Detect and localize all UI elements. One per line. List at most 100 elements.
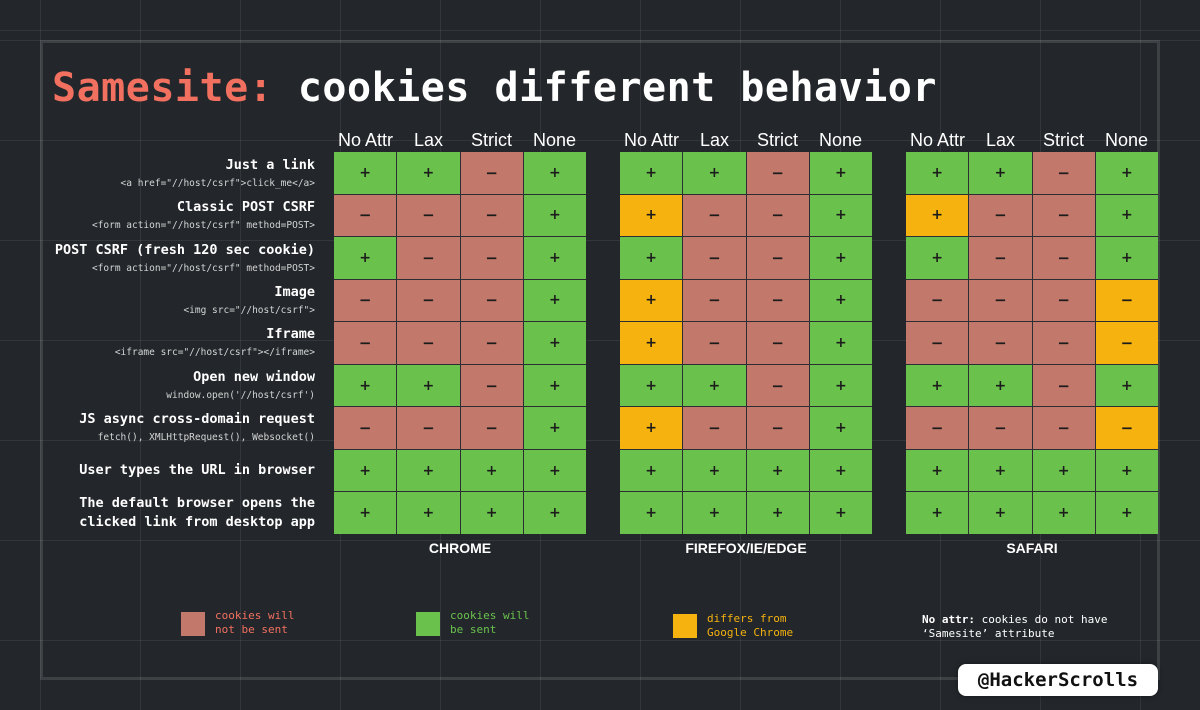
row-label: Just a link <a href="//host/csrf">click_m… [40,156,315,191]
table-cell: + [809,492,872,534]
table-cell: − [1032,407,1095,449]
table-cell: − [460,194,523,237]
row-code: <a href="//host/csrf">click_me</a> [120,177,315,189]
table-cell: + [683,152,746,194]
column-header-lax: Lax [699,130,730,150]
table-cell: − [683,194,746,237]
column-header-strict: Strict [1042,130,1084,150]
table-cell: − [397,194,460,237]
table-cell: + [746,492,809,534]
legend-note: No attr: cookies do not have ‘Samesite’ … [922,613,1122,641]
column-header-lax: Lax [413,130,444,150]
row-code: <img src="//host/csrf"> [183,305,315,317]
table-cell: − [683,237,746,279]
browser-table: + + − + + − − + + − − + − − − − − − − − + + − + − − − − + + + + + + + + [906,152,1158,534]
table-cell: + [523,322,586,364]
table-cell: + [683,449,746,492]
row-title: The default browser opens the clicked li… [79,494,315,530]
table-cell: − [969,407,1032,449]
table-cell: + [620,279,683,322]
browser-table: + + − + + − − + + − − + + − − + + − − + + + − + + − − + + + + + + + + + [620,152,872,534]
table-cell: + [809,407,872,449]
column-header-strict: Strict [470,130,512,150]
table-cell: − [1032,322,1095,364]
column-header-no-attr: No Attr [909,130,966,150]
title-accent: Samesite: [52,65,274,111]
table-cell: + [334,364,397,407]
row-code: <form action="//host/csrf" method=POST> [91,220,315,232]
table-cell: + [523,279,586,322]
table-cell: + [620,152,683,194]
table-cell: + [683,492,746,534]
table-cell: − [683,322,746,364]
table-cell: − [683,407,746,449]
table-cell: − [746,194,809,237]
table-cell: + [523,237,586,279]
table-cell: + [1095,364,1158,407]
table-cell: − [334,194,397,237]
table-cell: + [334,237,397,279]
table-cell: + [334,152,397,194]
row-title: JS async cross-domain request [79,411,315,428]
table-cell: − [1032,364,1095,407]
column-header-no-attr: No Attr [623,130,680,150]
table-cell: − [460,152,523,194]
column-header-none: None [818,130,863,150]
browser-name: FIREFOX/IE/EDGE [685,540,807,556]
row-label: Iframe <iframe src="//host/csrf"></iframe… [40,325,315,360]
table-cell: + [397,492,460,534]
table-cell: + [1032,449,1095,492]
table-cell: − [460,279,523,322]
table-cell: − [334,322,397,364]
table-cell: + [1032,492,1095,534]
table-cell: + [969,449,1032,492]
table-cell: + [460,492,523,534]
table-cell: + [969,152,1032,194]
table-cell: + [683,364,746,407]
table-cell: + [1095,152,1158,194]
table-cell: + [523,449,586,492]
table-cell: + [620,322,683,364]
table-cell: + [397,364,460,407]
table-cell: + [523,407,586,449]
table-cell: + [523,492,586,534]
legend-sent-text: cookies will be sent [450,609,530,636]
table-cell: − [969,194,1032,237]
row-title: Classic POST CSRF [176,199,315,216]
table-cell: + [1095,237,1158,279]
table-cell: + [620,237,683,279]
browser-name: CHROME [428,540,492,556]
table-cell: + [523,194,586,237]
row-label: Image <img src="//host/csrf"> [40,283,315,318]
row-code: <form action="//host/csrf" method=POST> [91,262,315,274]
legend-note-text: cookies do not have ‘Samesite’ attribute [922,613,1108,640]
table-cell: + [746,449,809,492]
table-cell: − [460,237,523,279]
table-cell: − [969,322,1032,364]
table-cell: + [969,364,1032,407]
table-cell: + [460,449,523,492]
column-header-no-attr: No Attr [337,130,394,150]
row-code: fetch(), XMLHttpRequest(), Websocket() [97,432,315,444]
table-cell: + [809,279,872,322]
row-label: JS async cross-domain request fetch(), XM… [40,410,315,445]
table-cell: + [620,364,683,407]
table-cell: + [809,449,872,492]
table-cell: − [1032,152,1095,194]
row-label: User types the URL in browser [40,461,315,479]
table-cell: − [1095,279,1158,322]
table-cell: + [906,364,969,407]
table-cell: − [397,322,460,364]
column-header-none: None [532,130,577,150]
table-cell: + [397,152,460,194]
table-cell: + [620,407,683,449]
row-label: POST CSRF (fresh 120 sec cookie) <form ac… [40,241,315,276]
legend-note-bold: No attr: [922,613,975,626]
table-cell: − [683,279,746,322]
table-cell: + [809,322,872,364]
row-title: Open new window [193,368,315,385]
browser-name: SAFARI [1006,540,1058,556]
table-cell: − [969,237,1032,279]
row-label: The default browser opens the clicked li… [40,494,315,532]
table-cell: − [746,407,809,449]
